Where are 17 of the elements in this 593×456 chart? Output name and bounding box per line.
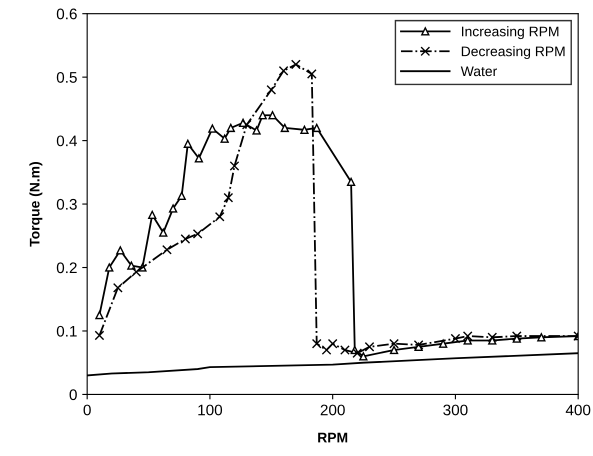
- x-tick-label: 200: [320, 404, 345, 416]
- y-tick-label: 0.4: [56, 135, 78, 146]
- y-tick-label: 0.1: [56, 326, 77, 337]
- x-tick-label: 400: [566, 404, 590, 416]
- legend-label: Water: [460, 66, 497, 76]
- y-tick-label: 0.6: [56, 8, 77, 20]
- x-tick-label: 300: [443, 404, 468, 416]
- y-tick-label: 0: [70, 389, 77, 400]
- legend-label: Decreasing RPM: [462, 46, 565, 60]
- x-tick-label: 100: [198, 404, 222, 416]
- y-tick-label: 0.2: [56, 262, 77, 274]
- x-axis-title: RPM: [318, 432, 348, 442]
- y-axis-title: Torque (N.m): [29, 162, 42, 247]
- x-tick-label: 0: [84, 404, 91, 416]
- y-tick-label: 0.3: [56, 198, 77, 210]
- y-tick-label: 0.5: [56, 72, 77, 83]
- legend-label: Increasing RPM: [462, 26, 558, 40]
